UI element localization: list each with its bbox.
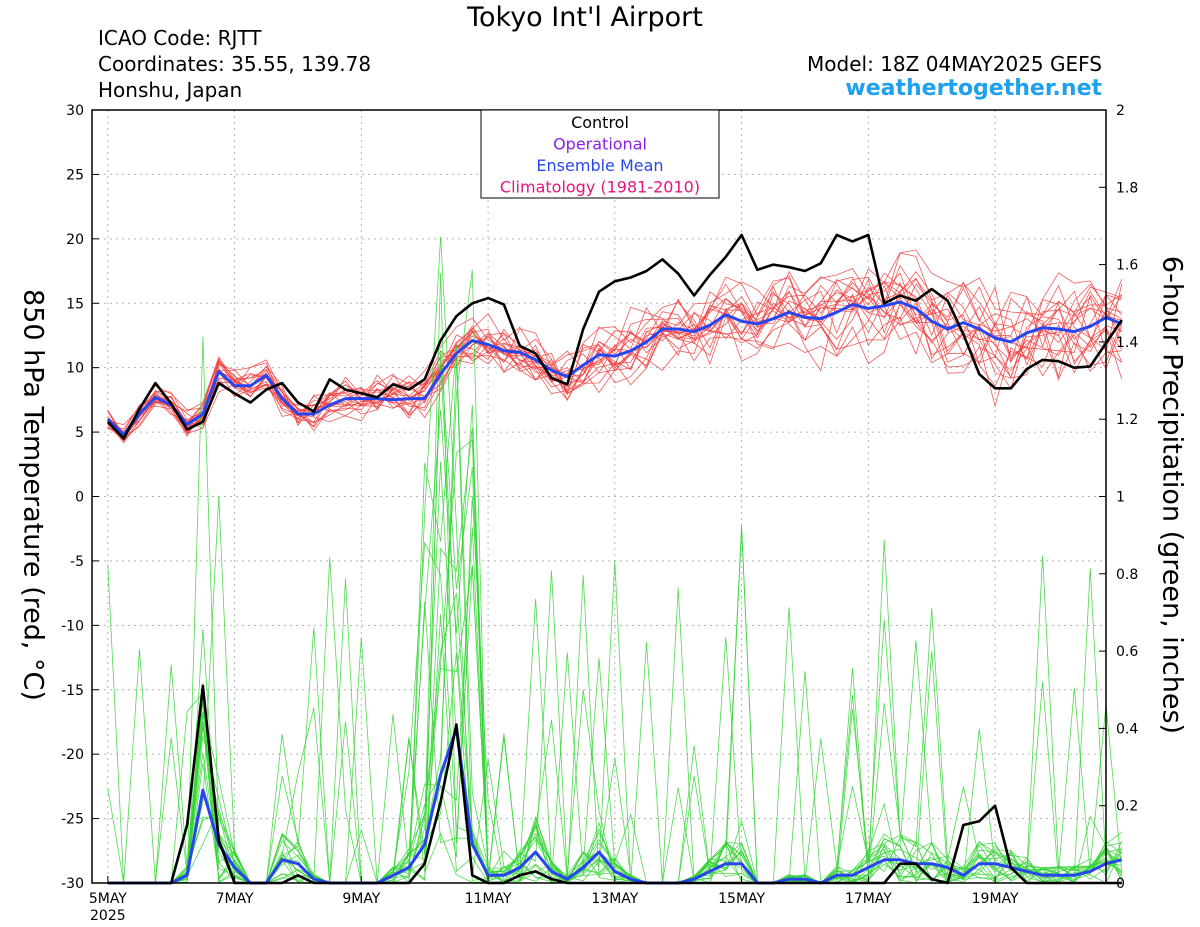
plot-frame bbox=[91, 109, 1107, 884]
precip-member-line bbox=[107, 350, 1123, 884]
legend-item: Control bbox=[571, 113, 629, 132]
temp-member-line bbox=[107, 297, 1123, 435]
legend-box bbox=[480, 109, 720, 199]
legend-item: Climatology (1981-2010) bbox=[500, 178, 700, 197]
y-tick-label-left: -20 bbox=[61, 747, 84, 763]
y-tick-label-right: 1.2 bbox=[1116, 412, 1138, 428]
x-tick-label: 15MAY bbox=[718, 891, 765, 907]
y-tick-label-right: 0.8 bbox=[1116, 567, 1138, 583]
x-tick-label: 9MAY bbox=[342, 891, 380, 907]
x-tick-label: 7MAY bbox=[216, 891, 254, 907]
precip-member-line bbox=[107, 592, 1122, 884]
temp-member-line bbox=[107, 283, 1123, 436]
model-run: Model: 18Z 04MAY2025 GEFS bbox=[807, 52, 1102, 76]
legend-item: Ensemble Mean bbox=[536, 156, 663, 175]
precip-member-line bbox=[107, 527, 1123, 884]
x-tick-label: 17MAY bbox=[845, 891, 892, 907]
y-tick-label-left: -5 bbox=[70, 554, 84, 570]
y-tick-label-left: -15 bbox=[61, 683, 84, 699]
precip-control-line bbox=[107, 684, 1122, 885]
region: Honshu, Japan bbox=[98, 78, 243, 102]
precip-ensemble-mean-line bbox=[107, 726, 1123, 885]
y-tick-label-left: 25 bbox=[66, 167, 84, 183]
y-tick-label-left: 30 bbox=[66, 103, 84, 119]
x-tick-label: 13MAY bbox=[591, 891, 638, 907]
x-tick-label: 5MAY bbox=[89, 891, 127, 907]
y-tick-label-left: -25 bbox=[61, 812, 84, 828]
temp-member-line bbox=[107, 252, 1123, 440]
icao-code: ICAO Code: RJTT bbox=[98, 26, 262, 50]
page-title: Tokyo Int'l Airport bbox=[467, 2, 703, 33]
y-tick-label-left: 15 bbox=[66, 296, 84, 312]
x-tick-label: 11MAY bbox=[465, 891, 512, 907]
y-tick-label-right: 0 bbox=[1116, 876, 1125, 892]
precip-member-line bbox=[107, 650, 1122, 884]
x-tick-label: 19MAY bbox=[972, 891, 1019, 907]
temp-control-line bbox=[106, 233, 1123, 440]
temp-member-line bbox=[107, 268, 1123, 431]
y-tick-label-left: 0 bbox=[75, 490, 84, 506]
y-tick-label-left: -30 bbox=[61, 876, 84, 892]
x-tick-sublabel: 2025 bbox=[90, 908, 126, 924]
y-tick-label-right: 1.8 bbox=[1116, 180, 1138, 196]
temp-ensemble-mean-line bbox=[106, 300, 1123, 437]
y-tick-label-right: 1 bbox=[1116, 490, 1125, 506]
y-tick-label-right: 1.4 bbox=[1116, 335, 1138, 351]
y-tick-label-left: -10 bbox=[61, 618, 84, 634]
y-tick-label-left: 20 bbox=[66, 232, 84, 248]
legend-item: Operational bbox=[553, 135, 647, 154]
coordinates: Coordinates: 35.55, 139.78 bbox=[98, 52, 372, 76]
y-tick-label-right: 0.4 bbox=[1116, 721, 1138, 737]
y-tick-label-left: 10 bbox=[66, 361, 84, 377]
y-tick-label-right: 0.2 bbox=[1116, 799, 1138, 815]
temp-member-line bbox=[107, 278, 1123, 433]
y-tick-label-right: 0.6 bbox=[1116, 644, 1138, 660]
y-tick-label-right: 1.6 bbox=[1116, 258, 1138, 274]
y-tick-label-right: 2 bbox=[1116, 103, 1125, 119]
site-link[interactable]: weathertogether.net bbox=[845, 76, 1102, 101]
y-tick-label-left: 5 bbox=[75, 425, 84, 441]
